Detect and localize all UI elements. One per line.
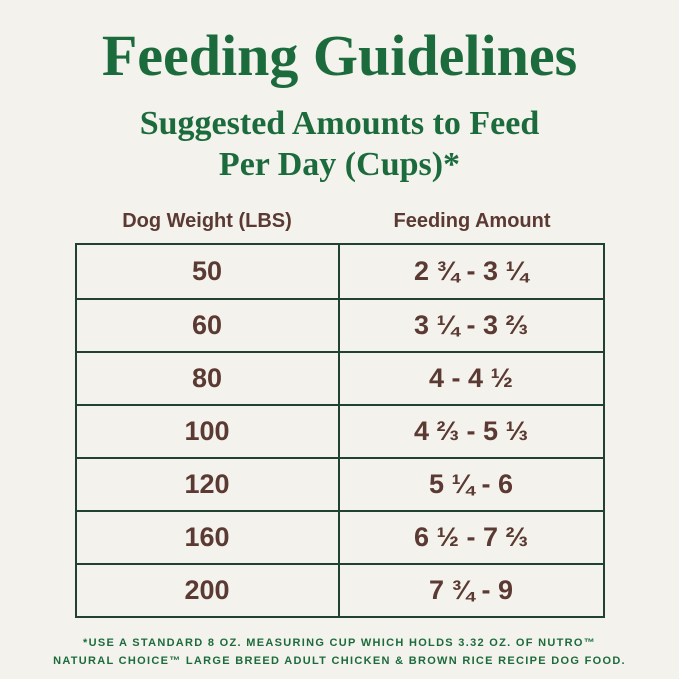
feeding-table-section: Dog Weight (LBS) Feeding Amount 50 2 ¾ -… bbox=[74, 210, 605, 618]
dog-weight-value: 50 bbox=[77, 244, 340, 298]
feeding-amount-value: 7 ¾ - 9 bbox=[428, 574, 514, 605]
page-title: Feeding Guidelines bbox=[101, 23, 578, 88]
table-row: 80 4 - 4 ½ bbox=[76, 350, 603, 404]
feeding-amount-value: 6 ½ - 7 ⅔ bbox=[413, 521, 529, 552]
column-header-dog-weight: Dog Weight (LBS) bbox=[122, 209, 292, 232]
table-row: 160 6 ½ - 7 ⅔ bbox=[76, 509, 603, 563]
footnote-line-1: *USE A STANDARD 8 OZ. MEASURING CUP WHIC… bbox=[83, 636, 596, 649]
dog-weight-value: 80 bbox=[77, 352, 340, 404]
feeding-amount-value: 4 - 4 ½ bbox=[428, 362, 514, 393]
dog-weight-value: 160 bbox=[77, 511, 340, 563]
footnote: *USE A STANDARD 8 OZ. MEASURING CUP WHIC… bbox=[0, 634, 679, 670]
column-header-feeding-amount: Feeding Amount bbox=[393, 209, 551, 232]
table-row: 120 5 ¼ - 6 bbox=[76, 456, 603, 510]
footnote-line-2: NATURAL CHOICE™ LARGE BREED ADULT CHICKE… bbox=[53, 654, 626, 667]
table-row: 200 7 ¾ - 9 bbox=[76, 562, 603, 616]
dog-weight-value: 120 bbox=[77, 458, 340, 510]
table-row: 60 3 ¼ - 3 ⅔ bbox=[76, 297, 603, 351]
dog-weight-value: 60 bbox=[77, 299, 340, 351]
subtitle-line-2: Per Day (Cups)* bbox=[218, 146, 461, 184]
feeding-amount-value: 3 ¼ - 3 ⅔ bbox=[413, 309, 529, 340]
feeding-amount-value: 4 ⅔ - 5 ⅓ bbox=[413, 415, 529, 446]
page-subtitle: Suggested Amounts to Feed Per Day (Cups)… bbox=[0, 103, 679, 186]
table-row: 100 4 ⅔ - 5 ⅓ bbox=[76, 403, 603, 457]
table-header-row: Dog Weight (LBS) Feeding Amount bbox=[75, 210, 605, 233]
table-row: 50 2 ¾ - 3 ¼ bbox=[77, 244, 603, 298]
feeding-amount-value: 5 ¼ - 6 bbox=[428, 468, 514, 499]
dog-weight-value: 100 bbox=[77, 405, 340, 457]
feeding-amount-value: 2 ¾ - 3 ¼ bbox=[413, 255, 529, 286]
feeding-table: 50 2 ¾ - 3 ¼ 60 3 ¼ - 3 ⅔ 80 4 - 4 ½ 100… bbox=[74, 242, 605, 618]
subtitle-line-1: Suggested Amounts to Feed bbox=[139, 104, 540, 142]
dog-weight-value: 200 bbox=[77, 564, 340, 616]
